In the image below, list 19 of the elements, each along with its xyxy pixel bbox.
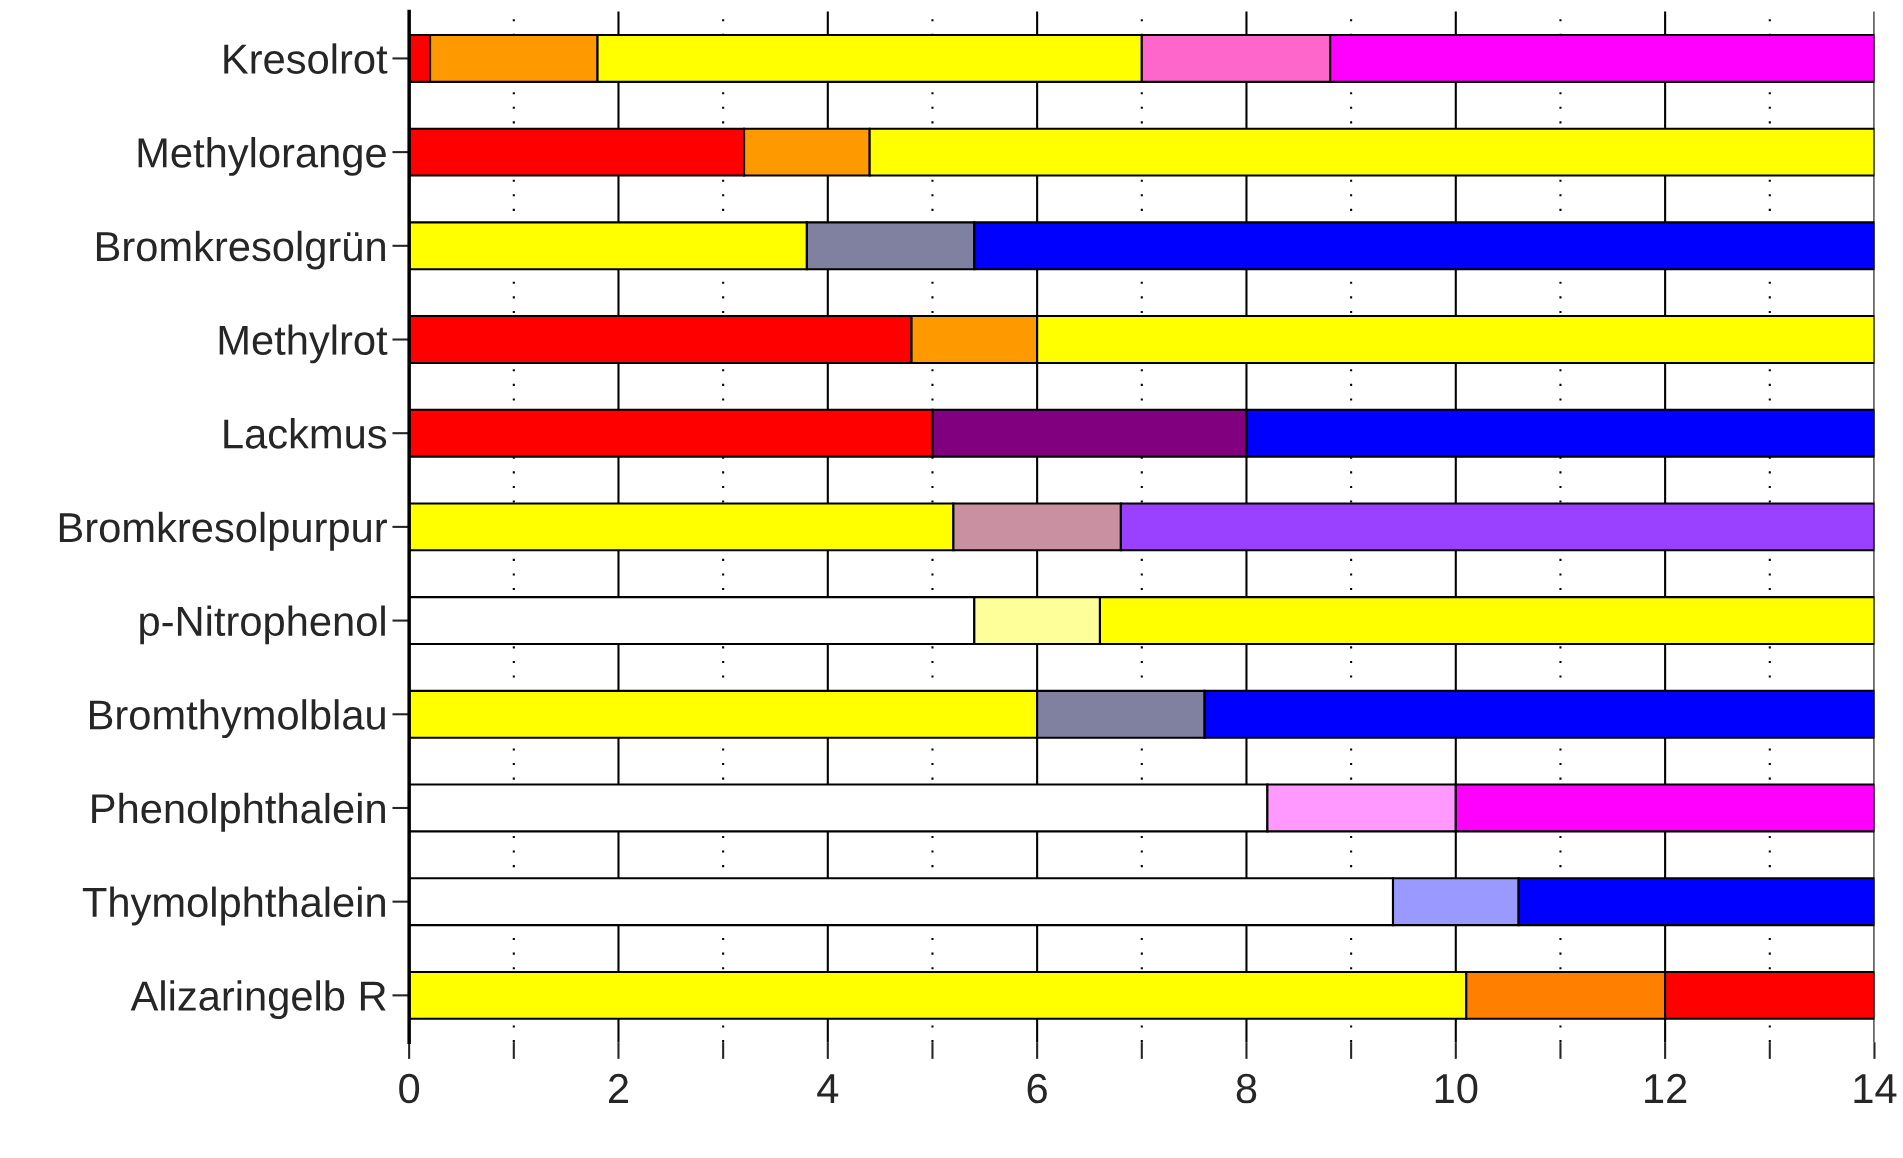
y-tick-label: Alizaringelb R bbox=[130, 980, 386, 1020]
y-tick-label: Bromkresolpurpur bbox=[59, 511, 387, 551]
y-tick-label: Thymolphthalein bbox=[82, 886, 385, 926]
y-tick-label: Kresolrot bbox=[224, 43, 388, 74]
x-tick-label: 14 bbox=[1854, 1074, 1897, 1103]
y-tick-label: Methylrot bbox=[219, 324, 388, 364]
y-tick-label: Phenolphthalein bbox=[92, 792, 385, 832]
x-tick-label: 6 bbox=[1027, 1073, 1047, 1104]
y-tick-label: Bromkresolgrün bbox=[96, 230, 385, 270]
x-tick-label: 10 bbox=[1435, 1073, 1478, 1104]
x-tick-label: 12 bbox=[1645, 1073, 1687, 1103]
x-tick-label: 2 bbox=[608, 1073, 628, 1103]
x-tick-label: 0 bbox=[399, 1073, 420, 1104]
x-tick-label: 4 bbox=[817, 1074, 839, 1103]
y-tick-label: Methylorange bbox=[138, 137, 386, 176]
y-tick-label: Bromthymolblau bbox=[90, 699, 385, 739]
y-tick-label: Lackmus bbox=[224, 418, 387, 449]
x-tick-label: 8 bbox=[1236, 1073, 1257, 1104]
y-tick-label: p-Nitrophenol bbox=[140, 605, 385, 645]
